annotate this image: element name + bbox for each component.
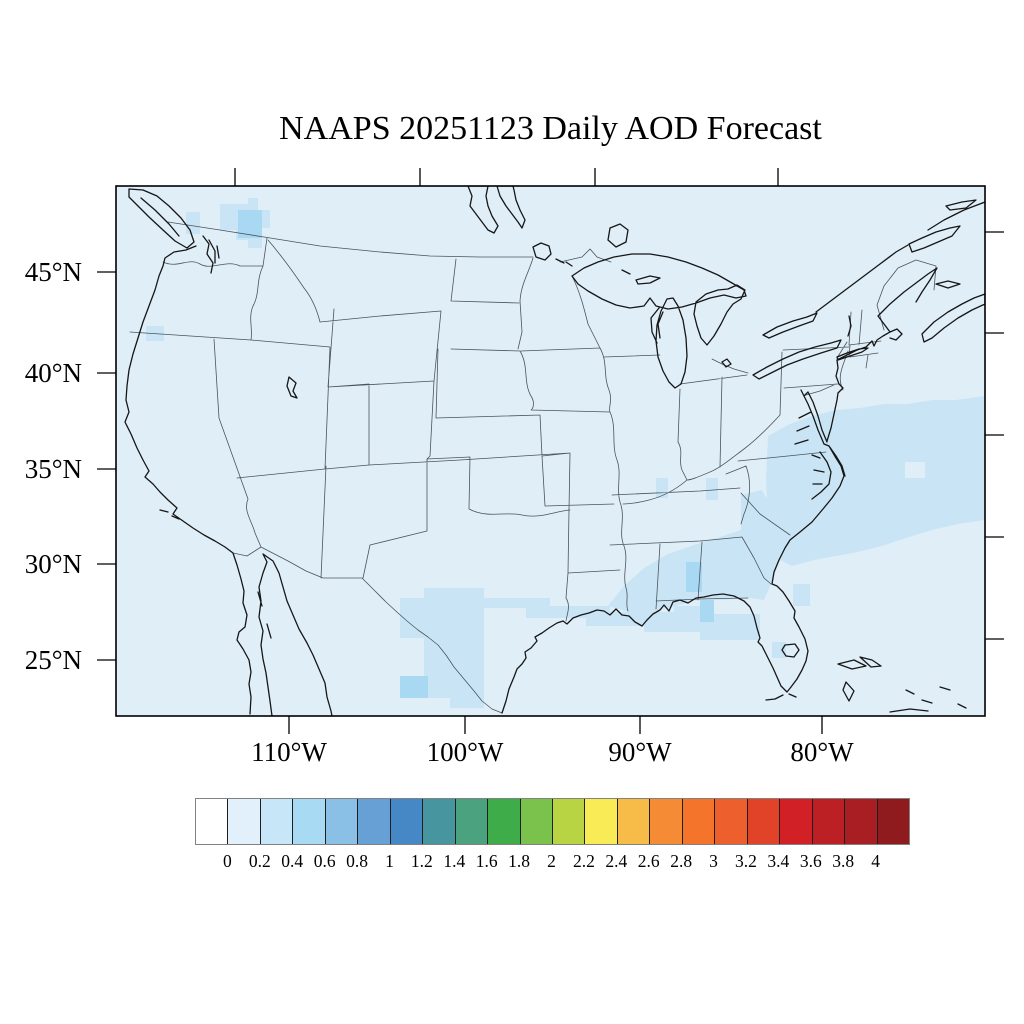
colorbar-tick-label: 2.6 <box>637 851 660 871</box>
colorbar-tick-label: 3.4 <box>767 851 790 871</box>
x-axis-tick-label: 90°W <box>608 737 672 767</box>
colorbar-tick-label: 1 <box>385 851 394 871</box>
colorbar-cell <box>747 799 781 844</box>
colorbar-cell <box>585 799 618 844</box>
colorbar-cell <box>488 799 521 844</box>
colorbar <box>195 798 910 845</box>
y-axis-tick-label: 35°N <box>24 454 82 484</box>
y-axis-tick-label: 25°N <box>24 645 82 675</box>
colorbar-cell <box>682 799 716 844</box>
colorbar-tick-label: 1.8 <box>508 851 531 871</box>
colorbar-cell <box>650 799 683 844</box>
x-axis-tick-label: 100°W <box>426 737 504 767</box>
colorbar-cell <box>780 799 813 844</box>
colorbar-cell <box>552 799 586 844</box>
colorbar-tick-label: 0.8 <box>346 851 368 871</box>
colorbar-cell <box>260 799 294 844</box>
x-axis-tick-label: 80°W <box>790 737 854 767</box>
colorbar-tick-label: 3.2 <box>735 851 757 871</box>
colorbar-tick-label: 4 <box>871 851 880 871</box>
colorbar-cell <box>228 799 261 844</box>
colorbar-tick-label: 2.8 <box>670 851 693 871</box>
aod-mid-patches <box>238 210 714 698</box>
colorbar-cell <box>845 799 878 844</box>
colorbar-cell <box>293 799 326 844</box>
colorbar-cell <box>455 799 489 844</box>
colorbar-tick-label: 1.6 <box>475 851 498 871</box>
colorbar-cell <box>423 799 456 844</box>
aod-low-patches <box>146 198 985 708</box>
y-axis-tick-label: 45°N <box>24 257 82 287</box>
colorbar-tick-label: 2.2 <box>572 851 595 871</box>
colorbar-tick-label: 3.8 <box>832 851 855 871</box>
colorbar-cell <box>877 799 909 844</box>
colorbar-tick-label: 0.6 <box>313 851 336 871</box>
colorbar-tick-label: 3.6 <box>799 851 822 871</box>
colorbar-tick-label: 0.4 <box>281 851 304 871</box>
colorbar-tick-label: 1.2 <box>410 851 433 871</box>
colorbar-tick-label: 1.4 <box>443 851 466 871</box>
axis-ticks <box>97 168 1004 734</box>
y-axis-tick-label: 30°N <box>24 549 82 579</box>
colorbar-cell <box>812 799 846 844</box>
colorbar-tick-label: 2 <box>547 851 556 871</box>
colorbar-tick-label: 0 <box>223 851 232 871</box>
colorbar-cell <box>358 799 391 844</box>
coastlines <box>124 186 985 716</box>
colorbar-cell <box>520 799 553 844</box>
state-borders <box>129 221 937 714</box>
y-axis-tick-label: 40°N <box>24 358 82 388</box>
map-frame <box>115 185 986 717</box>
colorbar-tick-label: 3 <box>709 851 718 871</box>
figure-title: NAAPS 20251123 Daily AOD Forecast <box>279 110 822 147</box>
colorbar-cell <box>325 799 359 844</box>
colorbar-cell <box>390 799 424 844</box>
x-axis-tick-label: 110°W <box>251 737 327 767</box>
colorbar-cell <box>617 799 651 844</box>
colorbar-cell <box>715 799 748 844</box>
colorbar-cell <box>196 799 229 844</box>
colorbar-tick-label: 2.4 <box>605 851 628 871</box>
colorbar-tick-label: 0.2 <box>248 851 271 871</box>
